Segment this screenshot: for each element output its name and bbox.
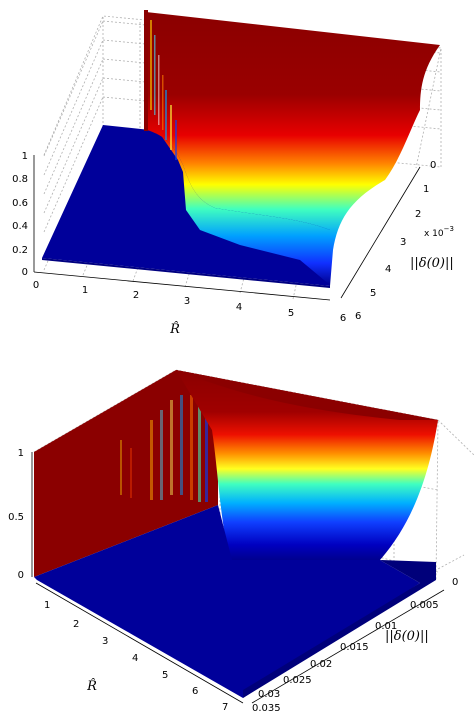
top-z-tick-5: 1 <box>22 151 28 162</box>
bottom-x-tick-6: 7 <box>222 702 228 713</box>
top-y-tick-3: 3 <box>400 237 406 248</box>
bottom-z-tick-2: 1 <box>18 448 24 459</box>
bottom-surface-floor <box>34 505 420 698</box>
bottom-plot: 0 0.5 1 1 2 3 4 5 6 7 0 0.005 0.01 0.015… <box>8 369 474 714</box>
top-x-tick-4: 4 <box>236 302 242 313</box>
bottom-x-ticks: 1 2 3 4 5 6 7 <box>44 600 228 713</box>
top-x-tick-2: 2 <box>133 290 139 301</box>
top-surface-noise <box>150 20 177 160</box>
top-y-tick-1: 1 <box>423 184 429 195</box>
top-y-label: ||δ(0)|| <box>410 256 454 271</box>
top-y-tick-5: 5 <box>370 288 376 299</box>
top-y-tick-0: 0 <box>430 160 436 171</box>
top-x-label: R̂ <box>169 321 180 337</box>
bottom-y-ticks: 0 0.005 0.01 0.015 0.02 0.025 0.03 0.035 <box>252 577 458 714</box>
top-y-tick-6: 6 <box>355 311 361 322</box>
bottom-axes <box>31 452 445 704</box>
top-y-multiplier: x 10−3 <box>424 225 454 239</box>
top-y-tick-2: 2 <box>415 209 421 220</box>
top-x-tick-0: 0 <box>33 280 39 291</box>
bottom-y-tick-3: 0.015 <box>340 642 369 653</box>
top-x-tick-3: 3 <box>184 296 190 307</box>
top-x-ticks: 0 1 2 3 4 5 6 <box>33 280 346 324</box>
top-y-tick-4: 4 <box>385 264 391 275</box>
top-x-tick-5: 5 <box>288 308 294 319</box>
top-surface <box>146 12 440 286</box>
bottom-z-ticks: 0 0.5 1 <box>8 448 24 581</box>
top-z-tick-0: 0 <box>22 267 28 278</box>
bottom-surface <box>176 370 438 560</box>
bottom-wall <box>34 370 218 577</box>
bottom-y-label: ||δ(0)|| <box>385 629 429 644</box>
bottom-x-tick-0: 1 <box>44 600 50 611</box>
bottom-y-tick-0: 0 <box>452 577 458 588</box>
bottom-y-tick-4: 0.02 <box>310 659 332 670</box>
bottom-x-tick-5: 6 <box>192 686 198 697</box>
top-z-tick-2: 0.4 <box>12 221 28 232</box>
bottom-y-tick-7: 0.035 <box>252 703 281 714</box>
top-x-tick-1: 1 <box>82 285 88 296</box>
top-z-tick-3: 0.6 <box>12 198 28 209</box>
bottom-z-tick-1: 0.5 <box>8 512 24 523</box>
bottom-x-tick-3: 4 <box>132 653 138 664</box>
top-y-ticks: 0 1 2 3 4 5 6 <box>355 160 436 322</box>
bottom-surface-noise <box>120 390 208 502</box>
bottom-y-tick-1: 0.005 <box>410 600 439 611</box>
top-z-tick-4: 0.8 <box>12 174 28 185</box>
bottom-y-tick-2: 0.01 <box>375 621 397 632</box>
top-z-tick-1: 0.2 <box>12 245 28 256</box>
top-z-ticks: 0 0.2 0.4 0.6 0.8 1 <box>12 151 28 278</box>
top-wall <box>144 10 148 131</box>
bottom-x-tick-4: 5 <box>162 670 168 681</box>
top-x-tick-6: 6 <box>340 313 346 324</box>
bottom-x-tick-1: 2 <box>73 619 79 630</box>
bottom-x-label: R̂ <box>86 678 97 694</box>
bottom-z-tick-0: 0 <box>18 570 24 581</box>
bottom-x-tick-2: 3 <box>102 636 108 647</box>
bottom-y-tick-6: 0.03 <box>258 689 280 700</box>
bottom-y-tick-5: 0.025 <box>283 675 312 686</box>
top-axes <box>33 155 421 301</box>
top-plot: 0 0.2 0.4 0.6 0.8 1 0 1 2 3 4 5 6 0 1 2 … <box>12 10 454 337</box>
